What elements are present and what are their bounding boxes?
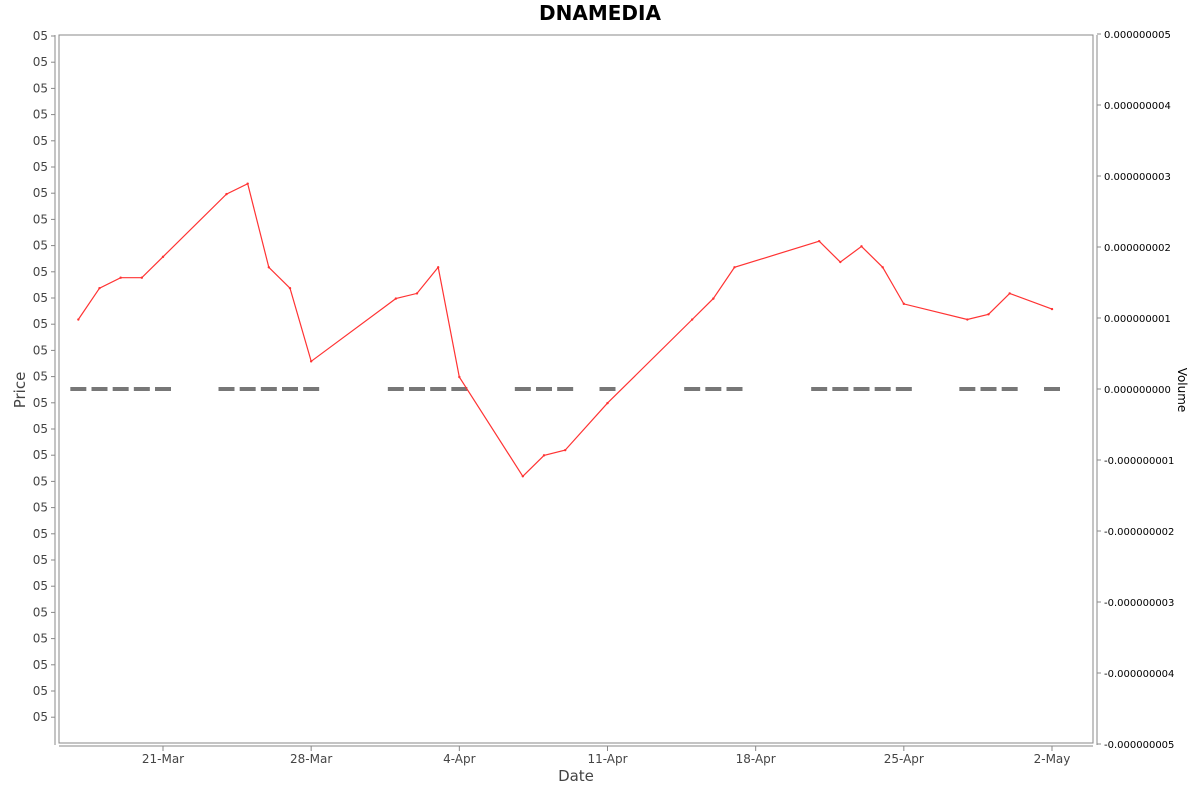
y2-tick-label: 0.000000001 — [1104, 314, 1171, 325]
y-tick-label: 05 — [33, 474, 48, 488]
y2-tick-label: -0.000000005 — [1104, 740, 1174, 751]
y2-tick-label: 0.000000002 — [1104, 243, 1171, 254]
price-point — [267, 266, 271, 269]
price-point — [690, 318, 694, 321]
y-tick-label: 05 — [33, 658, 48, 672]
price-point — [606, 401, 609, 405]
price-point — [246, 182, 249, 185]
y-tick-label: 05 — [33, 553, 48, 567]
price-point — [966, 318, 969, 321]
price-point — [98, 286, 101, 290]
y2-axis-label: Volume — [1175, 368, 1189, 413]
y-tick-label: 05 — [33, 710, 48, 724]
x-tick-label: 21-Mar — [142, 752, 184, 766]
price-point — [521, 475, 525, 478]
price-line — [77, 182, 1053, 478]
x-tick-label: 25-Apr — [884, 752, 924, 766]
y2-tick-label: -0.000000004 — [1104, 669, 1174, 680]
price-series — [77, 182, 1054, 478]
x-axis-ticks: 21-Mar 28-Mar 4-Apr 11-Apr 18-Apr 25-Apr 2-May — [142, 746, 1071, 766]
x-tick-label: 2-May — [1034, 752, 1071, 766]
price-point — [987, 313, 990, 316]
y2-tick-label: 0.000000000 — [1104, 385, 1171, 396]
x-tick-label: 11-Apr — [587, 752, 627, 766]
y-tick-label: 05 — [33, 448, 48, 462]
y-tick-label: 05 — [33, 343, 48, 357]
price-point — [436, 266, 440, 269]
y-tick-label: 05 — [33, 239, 48, 253]
price-point — [563, 448, 567, 452]
plot-area — [58, 34, 1094, 744]
y-axis-label: Price — [11, 372, 29, 409]
price-point — [839, 260, 842, 264]
y-tick-label: 05 — [33, 370, 48, 384]
y-tick-label: 05 — [33, 396, 48, 410]
price-point — [881, 266, 884, 269]
chart-title: DNAMEDIA — [539, 1, 661, 25]
x-tick-label: 4-Apr — [443, 752, 476, 766]
y2-tick-label: -0.000000001 — [1104, 456, 1174, 467]
y-tick-label: 05 — [33, 527, 48, 541]
y-axis-ticks: 05 05 05 05 05 05 05 05 05 05 05 05 05 05 05 05 05 05 05 05… — [33, 29, 55, 724]
price-point — [902, 302, 906, 306]
y-tick-label: 05 — [33, 265, 48, 279]
price-point — [161, 255, 165, 259]
y2-tick-label: 0.000000004 — [1104, 101, 1171, 112]
y2-tick-label: 0.000000003 — [1104, 172, 1171, 183]
price-point — [225, 192, 228, 196]
y-tick-label: 05 — [33, 134, 48, 148]
y2-tick-label: 0.000000005 — [1104, 30, 1171, 41]
y-tick-label: 05 — [33, 291, 48, 305]
price-point — [119, 276, 122, 279]
y-tick-label: 05 — [33, 55, 48, 69]
y2-tick-label: -0.000000002 — [1104, 527, 1174, 538]
price-point — [860, 245, 863, 248]
x-axis-label: Date — [558, 767, 594, 785]
price-point — [140, 276, 144, 279]
price-point — [394, 297, 398, 300]
price-point — [712, 297, 715, 300]
y2-tick-label: -0.000000003 — [1104, 598, 1174, 609]
y-tick-label: 05 — [33, 186, 48, 200]
x-tick-label: 18-Apr — [736, 752, 776, 766]
price-point — [1050, 307, 1054, 311]
price-point — [77, 318, 80, 321]
y-tick-label: 05 — [33, 108, 48, 122]
y-tick-label: 05 — [33, 212, 48, 226]
price-point — [1008, 292, 1011, 295]
price-point — [309, 360, 313, 363]
price-point — [817, 239, 821, 243]
y-tick-label: 05 — [33, 29, 48, 43]
y-tick-label: 05 — [33, 684, 48, 698]
price-point — [415, 292, 419, 295]
price-point — [542, 454, 546, 457]
y-tick-label: 05 — [33, 81, 48, 95]
price-point — [288, 286, 292, 290]
y2-axis-ticks: 0.000000005 0.000000004 0.000000003 0.00000… — [1097, 30, 1174, 751]
y-tick-label: 05 — [33, 632, 48, 646]
y-tick-label: 05 — [33, 605, 48, 619]
price-point — [458, 375, 461, 379]
y-tick-label: 05 — [33, 317, 48, 331]
x-tick-label: 28-Mar — [290, 752, 332, 766]
y-tick-label: 05 — [33, 160, 48, 174]
y-tick-label: 05 — [33, 579, 48, 593]
y-tick-label: 05 — [33, 501, 48, 515]
price-point — [733, 266, 736, 269]
y-tick-label: 05 — [33, 422, 48, 436]
